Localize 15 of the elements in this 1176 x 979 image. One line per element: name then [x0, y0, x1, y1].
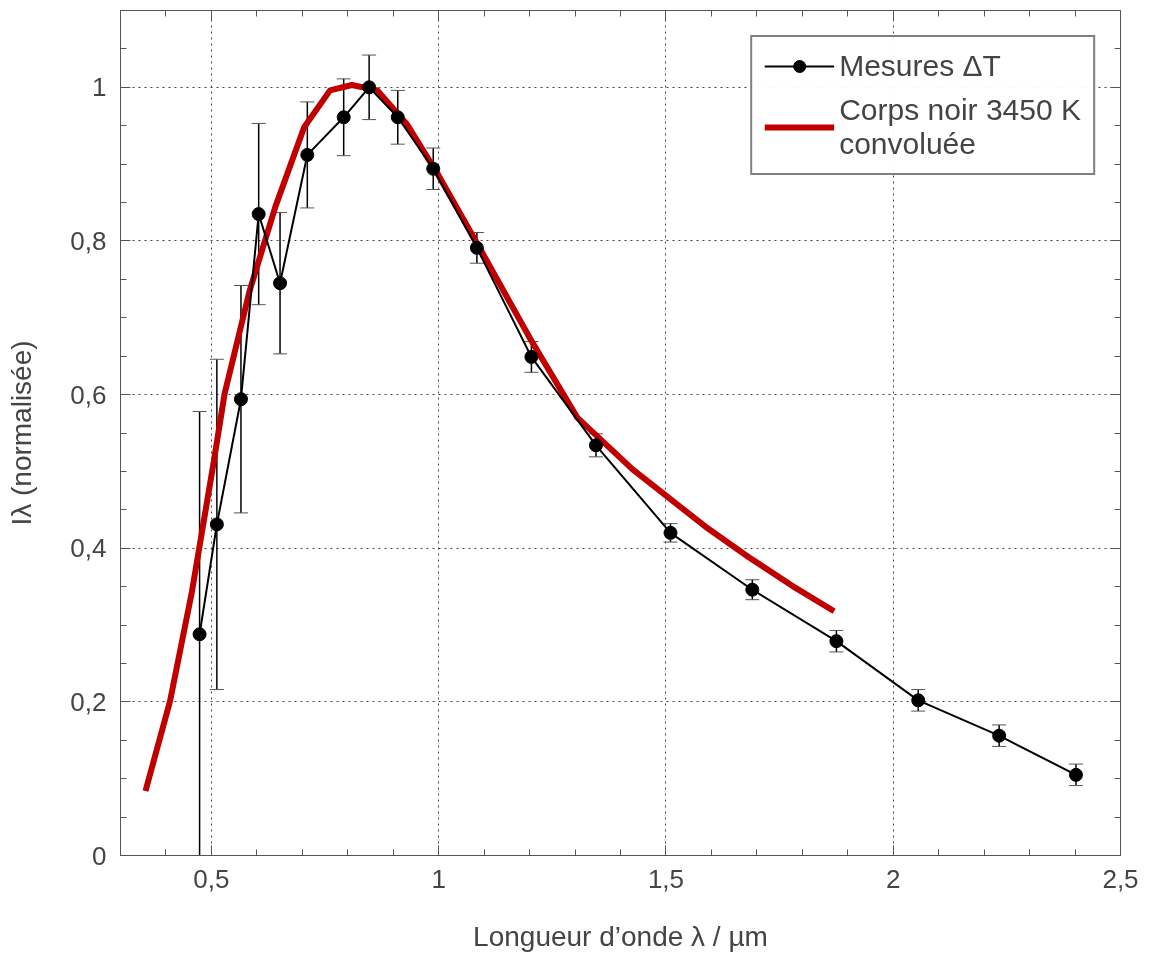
x-tick-label: 2,5 — [1102, 863, 1139, 894]
x-tick-label: 2 — [886, 863, 901, 894]
y-tick-label: 0,6 — [70, 379, 107, 410]
y-tick-label: 0,4 — [70, 533, 107, 564]
y-tick-label: 0,8 — [70, 225, 107, 256]
x-tick-label: 0,5 — [193, 863, 230, 894]
y-axis-title: Iλ (normalisée) — [6, 340, 38, 526]
legend-label: Corps noir 3450 K convoluée — [839, 93, 1081, 161]
y-tick-label: 0,2 — [70, 686, 107, 717]
x-tick-label: 1,5 — [647, 863, 685, 894]
legend-label: Mesures ΔT — [839, 49, 1001, 83]
y-tick-label: 1 — [92, 72, 107, 103]
x-tick-label: 1 — [431, 863, 446, 894]
y-tick-label: 0 — [92, 840, 107, 871]
x-axis-title: Longueur d’onde λ / µm — [473, 920, 768, 952]
